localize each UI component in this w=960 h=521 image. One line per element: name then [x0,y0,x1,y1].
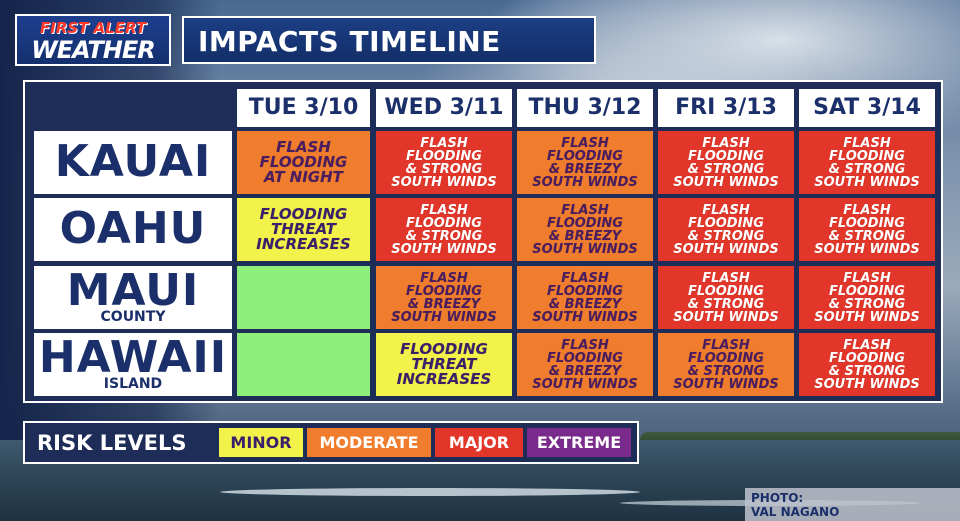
region-name: KAUAI [54,136,212,187]
impact-cell-text: FLASH FLOODING & BREEZY SOUTH WINDS [532,337,638,392]
impact-cell: FLOODING THREAT INCREASES [237,198,370,261]
impact-cell: FLASH FLOODING & BREEZY SOUTH WINDS [517,266,653,329]
title-bar: IMPACTS TIMELINE [182,16,596,64]
impact-cell-text: FLASH FLOODING & STRONG SOUTH WINDS [814,270,920,325]
impact-cell-text: FLASH FLOODING & STRONG SOUTH WINDS [673,337,779,392]
logo-line-2: WEATHER [31,36,155,64]
day-header: SAT 3/14 [799,89,935,127]
impact-cell-text: FLASH FLOODING & STRONG SOUTH WINDS [814,135,920,190]
page-title: IMPACTS TIMELINE [198,25,501,58]
impact-cell-text: FLASH FLOODING & BREEZY SOUTH WINDS [532,135,638,190]
region-maui: MAUI COUNTY [34,266,232,329]
impact-cell [237,333,370,396]
region-subtitle: COUNTY [100,309,166,325]
impact-cell-text: FLASH FLOODING & STRONG SOUTH WINDS [814,202,920,257]
region-subtitle: ISLAND [103,376,163,392]
day-header: WED 3/11 [376,89,512,127]
photo-credit: PHOTO: VAL NAGANO [745,488,960,521]
day-header: THU 3/12 [517,89,653,127]
photo-credit-text: PHOTO: VAL NAGANO [751,491,840,519]
impact-cell: FLASH FLOODING AT NIGHT [237,131,370,194]
region-name: MAUI [66,265,200,316]
impact-cell: FLASH FLOODING & STRONG SOUTH WINDS [376,131,512,194]
day-header: FRI 3/13 [658,89,794,127]
impact-cell-text: FLOODING THREAT INCREASES [256,205,351,253]
impact-cell-text: FLASH FLOODING & STRONG SOUTH WINDS [673,202,779,257]
impact-cell: FLASH FLOODING & STRONG SOUTH WINDS [376,198,512,261]
region-oahu: OAHU [34,198,232,261]
impact-cell [237,266,370,329]
impact-cell: FLASH FLOODING & STRONG SOUTH WINDS [799,198,935,261]
impact-cell: FLASH FLOODING & BREEZY SOUTH WINDS [376,266,512,329]
region-hawaii: HAWAII ISLAND [34,333,232,396]
impact-cell-text: FLASH FLOODING & BREEZY SOUTH WINDS [532,202,638,257]
impact-cell-text: FLASH FLOODING & STRONG SOUTH WINDS [391,135,497,190]
impact-cell: FLASH FLOODING & STRONG SOUTH WINDS [658,131,794,194]
impact-cell-text: FLASH FLOODING & BREEZY SOUTH WINDS [532,270,638,325]
impact-cell-text: FLASH FLOODING & STRONG SOUTH WINDS [814,337,920,392]
background-surf [220,488,640,496]
impact-cell: FLASH FLOODING & STRONG SOUTH WINDS [658,266,794,329]
impact-cell-text: FLASH FLOODING & STRONG SOUTH WINDS [673,270,779,325]
region-name: OAHU [59,203,207,254]
impact-cell: FLASH FLOODING & STRONG SOUTH WINDS [799,266,935,329]
impact-cell: FLASH FLOODING & STRONG SOUTH WINDS [658,198,794,261]
region-kauai: KAUAI [34,131,232,194]
impact-cell: FLASH FLOODING & BREEZY SOUTH WINDS [517,198,653,261]
impact-cell: FLASH FLOODING & BREEZY SOUTH WINDS [517,333,653,396]
region-name: HAWAII [38,332,228,383]
legend-major: MAJOR [435,428,523,457]
impact-cell: FLOODING THREAT INCREASES [376,333,512,396]
impact-cell-text: FLASH FLOODING & BREEZY SOUTH WINDS [391,270,497,325]
impact-cell-text: FLASH FLOODING AT NIGHT [259,138,348,186]
impact-cell: FLASH FLOODING & STRONG SOUTH WINDS [799,131,935,194]
legend-moderate: MODERATE [307,428,431,457]
legend-label: RISK LEVELS [37,431,187,455]
day-header: TUE 3/10 [237,89,370,127]
legend-minor: MINOR [219,428,303,457]
impact-cell-text: FLASH FLOODING & STRONG SOUTH WINDS [391,202,497,257]
legend-extreme: EXTREME [527,428,631,457]
logo-line-1: FIRST ALERT [39,19,147,37]
impact-cell: FLASH FLOODING & STRONG SOUTH WINDS [799,333,935,396]
first-alert-weather-logo: FIRST ALERT WEATHER [15,14,171,66]
impact-cell: FLASH FLOODING & BREEZY SOUTH WINDS [517,131,653,194]
impact-cell-text: FLASH FLOODING & STRONG SOUTH WINDS [673,135,779,190]
impact-cell-text: FLOODING THREAT INCREASES [396,340,492,388]
impact-cell: FLASH FLOODING & STRONG SOUTH WINDS [658,333,794,396]
